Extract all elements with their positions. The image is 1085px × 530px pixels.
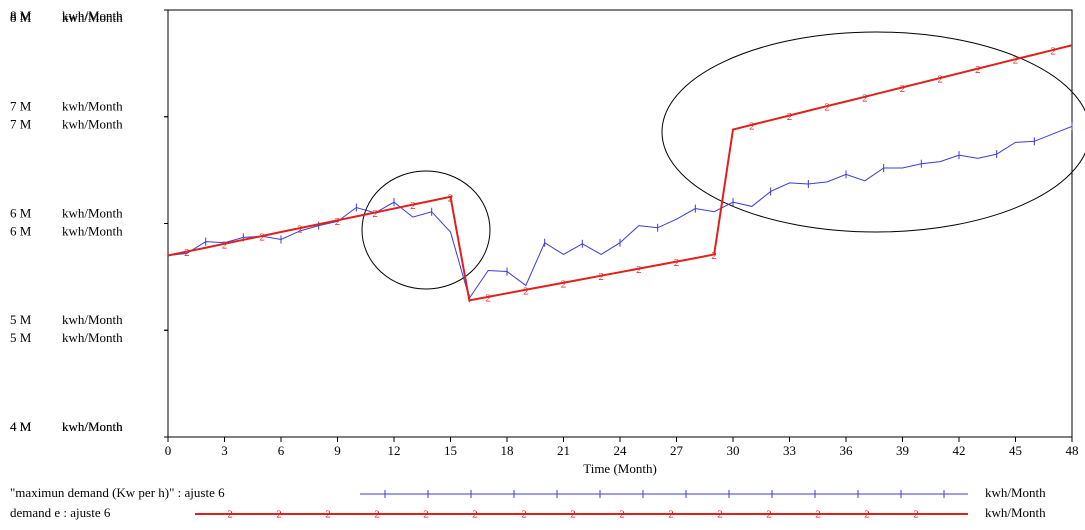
x-tick-label: 27	[670, 443, 684, 458]
x-tick-label: 0	[165, 443, 172, 458]
legend-marker: 2	[276, 509, 282, 521]
series-marker: 2	[824, 102, 830, 114]
y-tick-label: 5 M	[10, 312, 32, 327]
legend-unit: kwh/Month	[985, 505, 1046, 520]
x-tick-label: 45	[1009, 443, 1022, 458]
series-marker: 2	[1050, 45, 1056, 57]
series-marker: 2	[297, 224, 303, 236]
x-tick-label: 30	[727, 443, 740, 458]
x-tick-label: 42	[953, 443, 966, 458]
series-marker: 2	[787, 111, 793, 123]
y-unit-label: kwh/Month	[62, 117, 123, 132]
x-tick-label: 24	[614, 443, 628, 458]
series-marker: 2	[372, 208, 378, 220]
highlight-ellipse	[661, 31, 1085, 233]
legend-marker: 2	[668, 509, 674, 521]
y-tick-label: 8 M	[10, 8, 32, 23]
series-marker: 2	[485, 292, 491, 304]
series-marker: 2	[674, 257, 680, 269]
series-marker: 2	[636, 264, 642, 276]
y-tick-label: 7 M	[10, 99, 32, 114]
series-line	[167, 44, 1073, 302]
series-marker: 2	[561, 278, 567, 290]
y-tick-label: 7 M	[10, 117, 32, 132]
legend-marker: 2	[227, 509, 233, 521]
series-marker: 2	[259, 232, 265, 244]
legend-marker: 2	[766, 509, 772, 521]
legend-marker: 2	[423, 509, 429, 521]
x-tick-label: 9	[334, 443, 341, 458]
x-tick-label: 15	[444, 443, 457, 458]
plot-frame	[167, 9, 1073, 438]
series-marker: 2	[862, 92, 868, 104]
series-marker: 2	[335, 216, 341, 228]
legend-label: "maximun demand (Kw per h)" : ajuste 6	[10, 485, 225, 500]
legend-marker: 2	[913, 509, 919, 521]
y-unit-label: kwh/Month	[62, 312, 123, 327]
x-tick-label: 3	[221, 443, 228, 458]
y-unit-label: kwh/Month	[62, 223, 123, 238]
x-tick-label: 39	[896, 443, 909, 458]
legend-marker: 2	[374, 509, 380, 521]
series-marker: 2	[523, 285, 529, 297]
series-marker: 2	[410, 200, 416, 212]
y-unit-label: kwh/Month	[62, 99, 123, 114]
legend-marker: 2	[864, 509, 870, 521]
legend-label: demand e : ajuste 6	[10, 505, 111, 520]
x-tick-label: 12	[388, 443, 401, 458]
series-marker: 2	[184, 247, 190, 259]
legend-marker: 2	[619, 509, 625, 521]
y-tick-label: 8 M	[10, 10, 32, 25]
y-tick-label: 6 M	[10, 205, 32, 220]
y-tick-label: 5 M	[10, 330, 32, 345]
x-tick-label: 36	[840, 443, 854, 458]
series-marker: 2	[448, 192, 454, 204]
x-tick-label: 18	[501, 443, 514, 458]
legend-marker: 2	[815, 509, 821, 521]
x-axis-label: Time (Month)	[583, 461, 657, 476]
series-marker: 2	[711, 250, 717, 262]
x-tick-label: 6	[278, 443, 285, 458]
y-unit-label: kwh/Month	[62, 419, 123, 434]
y-unit-label: kwh/Month	[62, 419, 123, 434]
series-marker: 2	[598, 271, 604, 283]
y-tick-label: 4 M	[10, 419, 32, 434]
legend-marker: 2	[325, 509, 331, 521]
series-marker: 2	[900, 83, 906, 95]
x-tick-label: 21	[557, 443, 570, 458]
x-tick-label: 48	[1066, 443, 1079, 458]
legend-unit: kwh/Month	[985, 485, 1046, 500]
y-tick-label: 6 M	[10, 223, 32, 238]
y-unit-label: kwh/Month	[62, 205, 123, 220]
series-marker: 2	[222, 239, 228, 251]
series-marker: 2	[749, 120, 755, 132]
series-marker: 2	[937, 74, 943, 86]
y-unit-label: kwh/Month	[62, 330, 123, 345]
y-unit-label: kwh/Month	[62, 10, 123, 25]
y-unit-label: kwh/Month	[62, 8, 123, 23]
legend-marker: 2	[570, 509, 576, 521]
highlight-circle	[361, 170, 491, 290]
series-marker: 2	[975, 64, 981, 76]
y-tick-label: 4 M	[10, 419, 32, 434]
x-tick-label: 33	[783, 443, 796, 458]
legend-marker: 2	[521, 509, 527, 521]
series-marker: 2	[1013, 55, 1019, 67]
legend-marker: 2	[717, 509, 723, 521]
legend-marker: 2	[472, 509, 478, 521]
